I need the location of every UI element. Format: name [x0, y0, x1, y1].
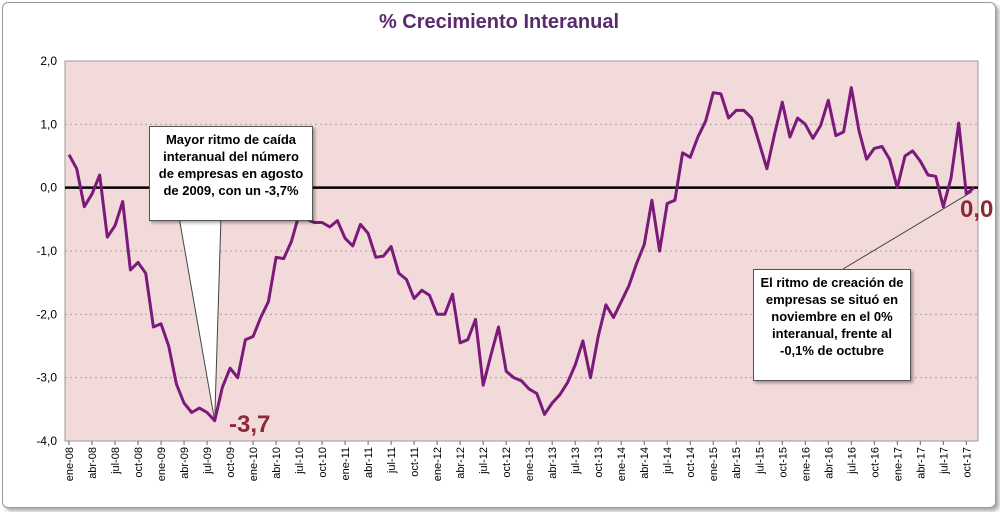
x-tick-label: oct-15 — [777, 447, 789, 478]
x-tick-label: jul-12 — [478, 447, 490, 475]
x-tick-label: oct-16 — [869, 447, 881, 478]
x-tick-label: ene-13 — [524, 447, 536, 481]
x-tick-label: oct-17 — [961, 447, 973, 478]
x-tick-label: jul-08 — [110, 447, 122, 475]
x-tick-label: oct-10 — [317, 447, 329, 478]
x-tick-label: ene-09 — [156, 447, 168, 481]
last-value-label: 0,0 — [960, 196, 993, 223]
x-tick-label: abr-17 — [915, 447, 927, 479]
callout-min-text: Mayor ritmo de caída interanual del núme… — [149, 126, 313, 221]
x-tick-label: oct-13 — [593, 447, 605, 478]
x-tick-label: abr-08 — [87, 447, 99, 479]
x-tick-label: ene-12 — [432, 447, 444, 481]
y-tick-label: 1,0 — [40, 117, 57, 131]
x-tick-label: ene-17 — [892, 447, 904, 481]
chart-title: % Crecimiento Interanual — [379, 11, 619, 33]
y-tick-label: -1,0 — [36, 244, 57, 258]
x-axis: ene-08 abr-08 jul-08 oct-08 ene-09 abr-09 jul-… — [64, 441, 973, 481]
x-tick-label: oct-12 — [501, 447, 513, 478]
y-tick-label: -2,0 — [36, 307, 57, 321]
y-tick-label: -3,0 — [36, 371, 57, 385]
y-tick-label: 2,0 — [40, 54, 57, 68]
series-line — [67, 86, 975, 423]
x-tick-label: oct-11 — [409, 447, 421, 477]
callout-last-text: El ritmo de creación de empresas se situ… — [753, 269, 911, 381]
x-tick-label: jul-16 — [846, 447, 858, 475]
x-tick-label: jul-14 — [662, 447, 674, 475]
x-tick-label: ene-10 — [248, 447, 260, 481]
x-tick-label: jul-11 — [386, 447, 398, 474]
x-tick-label: oct-08 — [133, 447, 145, 478]
x-tick-label: oct-14 — [685, 447, 697, 478]
x-tick-label: jul-15 — [754, 447, 766, 475]
chart-svg: % Crecimiento Interanual 2,0 1,0 0,0 -1,0 -2… — [36, 11, 993, 481]
y-tick-label: 0,0 — [40, 181, 57, 195]
x-tick-label: ene-14 — [616, 447, 628, 481]
min-value-label: -3,7 — [229, 411, 270, 438]
x-tick-label: ene-15 — [708, 447, 720, 481]
x-tick-label: abr-12 — [455, 447, 467, 479]
x-tick-label: abr-13 — [547, 447, 559, 479]
y-tick-label: -4,0 — [36, 434, 57, 448]
x-tick-label: abr-14 — [639, 447, 651, 479]
x-tick-label: ene-08 — [64, 447, 76, 481]
callout-pointer-last — [842, 191, 973, 270]
x-tick-label: abr-09 — [179, 447, 191, 479]
x-tick-label: abr-16 — [823, 447, 835, 479]
x-tick-label: jul-13 — [570, 447, 582, 475]
x-tick-label: jul-10 — [294, 447, 306, 475]
x-tick-label: ene-16 — [800, 447, 812, 481]
y-axis: 2,0 1,0 0,0 -1,0 -2,0 -3,0 -4,0 — [36, 54, 57, 448]
x-tick-label: abr-15 — [731, 447, 743, 479]
x-tick-label: oct-09 — [225, 447, 237, 478]
x-tick-label: abr-10 — [271, 447, 283, 479]
x-tick-label: ene-11 — [340, 447, 352, 480]
x-tick-label: abr-11 — [363, 447, 375, 478]
x-tick-label: jul-17 — [938, 447, 950, 475]
x-tick-label: jul-09 — [202, 447, 214, 475]
